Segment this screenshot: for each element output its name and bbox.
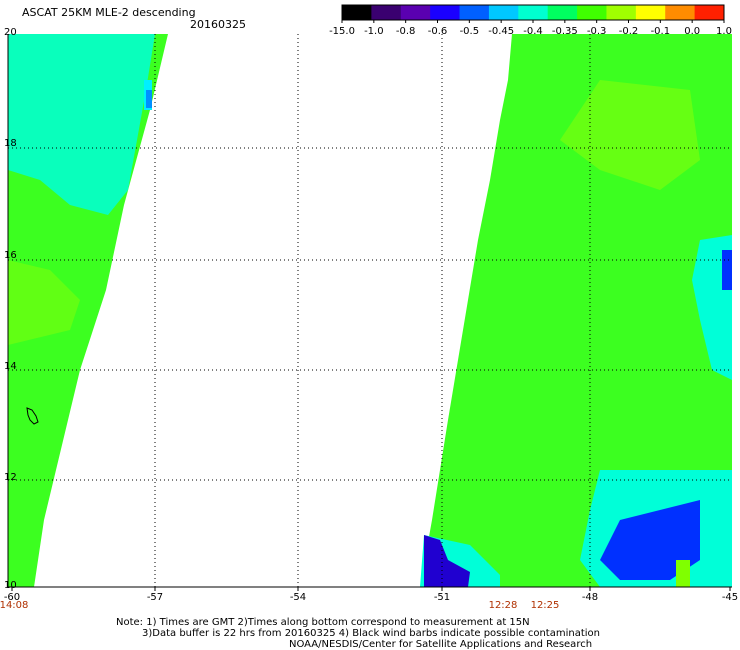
swath-west-cyan — [8, 34, 155, 215]
colorbar-tick-label: -0.5 — [459, 26, 480, 37]
colorbar-swatch — [400, 5, 431, 20]
lon-label: -48 — [581, 592, 599, 603]
colorbar-tick-label: -0.6 — [427, 26, 448, 37]
footnote-line-2: 3)Data buffer is 22 hrs from 20160325 4)… — [142, 628, 600, 639]
colorbar-tick-label: 1.0 — [716, 26, 732, 37]
lat-label: 18 — [4, 138, 17, 149]
lat-label: 14 — [4, 361, 17, 372]
map-title: ASCAT 25KM MLE-2 descending — [22, 6, 196, 19]
colorbar-swatch — [694, 5, 725, 20]
lon-label: -60 — [3, 592, 21, 603]
colorbar-swatch — [488, 5, 519, 20]
colorbar-swatch — [606, 5, 637, 20]
colorbar-swatch — [459, 5, 490, 20]
colorbar-swatch — [371, 5, 402, 20]
swath-east-yellowgreen-cell — [676, 560, 690, 587]
colorbar-swatch — [577, 5, 607, 20]
colorbar-tick-label: -0.8 — [395, 26, 416, 37]
colorbar-swatch — [518, 5, 549, 20]
swath-east-blue-sw — [424, 535, 470, 587]
colorbar-tick-label: 0.0 — [684, 26, 701, 37]
colorbar-tick-label: -0.3 — [586, 26, 607, 37]
colorbar-swatch — [635, 5, 666, 20]
lat-label: 16 — [4, 250, 17, 261]
pass-time-label: 12:25 — [530, 600, 560, 611]
lat-label: 12 — [4, 472, 17, 483]
lon-label: -45 — [721, 592, 739, 603]
colorbar-tick-label: -15.0 — [329, 26, 355, 37]
colorbar-tick-label: -0.35 — [551, 26, 578, 37]
colorbar-swatch — [547, 5, 578, 20]
lon-label: -57 — [146, 592, 164, 603]
swath-east-light-patch — [560, 80, 700, 190]
footnote-line-1: Note: 1) Times are GMT 2)Times along bot… — [116, 617, 530, 628]
colorbar-tick-label: -0.45 — [488, 26, 515, 37]
colorbar-tick-label: -0.1 — [650, 26, 671, 37]
map-date: 20160325 — [190, 18, 246, 31]
swath-west-blue-cell — [146, 90, 152, 108]
colorbar-swatch — [665, 5, 696, 20]
pass-time-label: 12:28 — [488, 600, 518, 611]
colorbar-tick-label: -0.2 — [618, 26, 639, 37]
lat-label: 10 — [4, 580, 17, 591]
lon-label: -51 — [433, 592, 451, 603]
colorbar-tick-label: -0.4 — [523, 26, 543, 37]
island-outline — [26, 407, 39, 425]
colorbar-swatch — [342, 5, 372, 20]
lon-label: -54 — [289, 592, 307, 603]
colorbar-swatch — [430, 5, 461, 20]
pass-time-label: 14:08 — [0, 600, 29, 611]
swath-west-light-patch — [8, 260, 80, 345]
colorbar-tick-label: -1.0 — [364, 26, 384, 37]
lat-label: 20 — [4, 27, 17, 38]
swath-east-blue-edge — [722, 250, 732, 290]
footnote: Note: 1) Times are GMT 2)Times along bot… — [116, 617, 600, 650]
footnote-line-3: NOAA/NESDIS/Center for Satellite Applica… — [289, 639, 593, 650]
swath-east-blue-se — [600, 500, 700, 580]
